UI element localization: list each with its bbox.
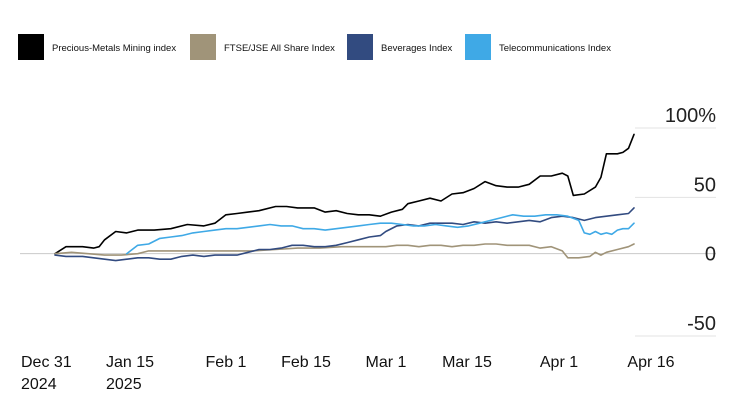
x-tick-dec-31: Dec 31 2024 <box>21 354 72 393</box>
y-axis: 100% 50 0 -50 <box>665 105 716 335</box>
legend-label-telecommunications-index: Telecommunications Index <box>499 43 611 54</box>
y-tick-label-100: 100% <box>665 105 716 127</box>
series-line-ftse-jse-all-share-index <box>54 243 635 259</box>
x-tick-jan-15: Jan 15 2025 <box>106 354 154 393</box>
legend-swatch-ftse-jse-all-share-index <box>190 34 216 60</box>
series-lines <box>54 133 635 262</box>
x-tick-label-mar-1: Mar 1 <box>366 354 407 371</box>
x-tick-year-2025: 2025 <box>106 376 142 393</box>
y-tick-label-0: 0 <box>705 244 716 266</box>
x-tick-apr-16: Apr 16 <box>627 354 674 371</box>
series-line-precious-metals-mining-index <box>54 133 635 255</box>
x-tick-label-dec-31: Dec 31 <box>21 354 72 371</box>
x-tick-feb-1: Feb 1 <box>206 354 247 371</box>
legend-item-beverages-index: Beverages Index <box>347 34 453 60</box>
legend-label-precious-metals-mining-index: Precious-Metals Mining index <box>52 43 176 54</box>
legend-swatch-beverages-index <box>347 34 373 60</box>
y-tick-label-50: 50 <box>694 174 716 196</box>
x-tick-label-apr-16: Apr 16 <box>627 354 674 371</box>
series-line-telecommunications-index <box>125 214 635 255</box>
legend-label-beverages-index: Beverages Index <box>381 43 453 54</box>
x-axis: Dec 31 2024 Jan 15 2025 Feb 1 Feb 15 Mar 1 Mar … <box>21 354 675 393</box>
legend-swatch-telecommunications-index <box>465 34 491 60</box>
series-line-beverages-index <box>54 207 635 262</box>
legend-swatch-precious-metals-mining-index <box>18 34 44 60</box>
legend-item-ftse-jse-all-share-index: FTSE/JSE All Share Index <box>190 34 335 60</box>
x-tick-feb-15: Feb 15 <box>281 354 331 371</box>
x-tick-year-2024: 2024 <box>21 376 57 393</box>
x-tick-label-feb-1: Feb 1 <box>206 354 247 371</box>
legend-label-ftse-jse-all-share-index: FTSE/JSE All Share Index <box>224 43 335 54</box>
legend-item-telecommunications-index: Telecommunications Index <box>465 34 611 60</box>
y-tick-label-50: -50 <box>687 313 716 335</box>
x-tick-mar-1: Mar 1 <box>366 354 407 371</box>
x-tick-label-feb-15: Feb 15 <box>281 354 331 371</box>
x-tick-apr-1: Apr 1 <box>540 354 578 371</box>
x-tick-label-jan-15: Jan 15 <box>106 354 154 371</box>
legend-item-precious-metals-mining-index: Precious-Metals Mining index <box>18 34 176 60</box>
x-tick-label-mar-15: Mar 15 <box>442 354 492 371</box>
x-tick-mar-15: Mar 15 <box>442 354 492 371</box>
x-tick-label-apr-1: Apr 1 <box>540 354 578 371</box>
legend: Precious-Metals Mining index FTSE/JSE All… <box>18 34 611 60</box>
